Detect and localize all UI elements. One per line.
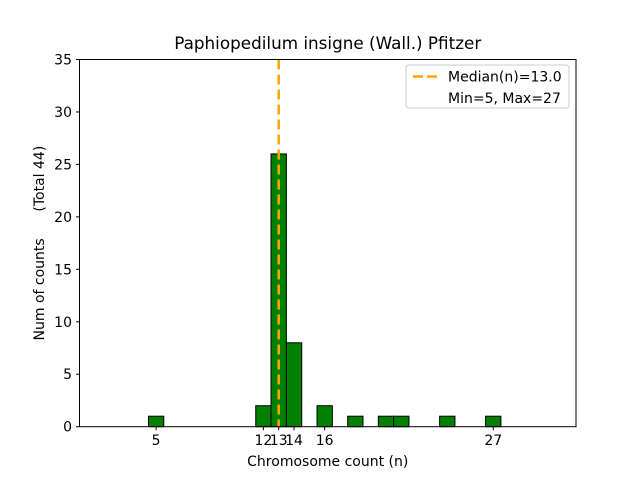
bar [485,415,502,428]
y-tick-label: 30 [54,105,72,121]
bar [147,415,165,428]
y-tick-label: 15 [54,262,72,278]
legend-border [405,64,570,109]
legend-label-median: Median(n)=13.0 [448,70,562,86]
chart-title: Paphiopedilum insigne (Wall.) Pfitzer [174,33,481,53]
bar [316,405,333,428]
y-tick-label: 0 [63,420,72,436]
x-tick-label: 14 [285,433,303,449]
x-tick-label: 13 [270,433,288,449]
x-tick-label: 27 [484,433,502,449]
y-tick-label: 20 [54,210,72,226]
bar [285,342,303,428]
x-tick-label: 12 [254,433,272,449]
legend-label-minmax: Min=5, Max=27 [448,91,561,107]
x-tick-label: 5 [152,433,161,449]
bar [393,415,410,428]
bar [255,405,272,428]
bar [347,415,364,428]
bar [377,415,395,428]
y-tick-label: 10 [54,315,72,331]
y-tick-label: 25 [54,157,72,173]
y-axis-label: Num of counts (Total 44) [32,146,48,341]
legend: Median(n)=13.0 Min=5, Max=27 [405,64,570,109]
y-tick-label: 35 [54,53,72,69]
plot-border [79,59,577,428]
y-tick-label: 5 [63,367,72,383]
x-axis-label: Chromosome count (n) [247,454,408,470]
x-tick-label: 16 [316,433,334,449]
bar [439,415,456,428]
